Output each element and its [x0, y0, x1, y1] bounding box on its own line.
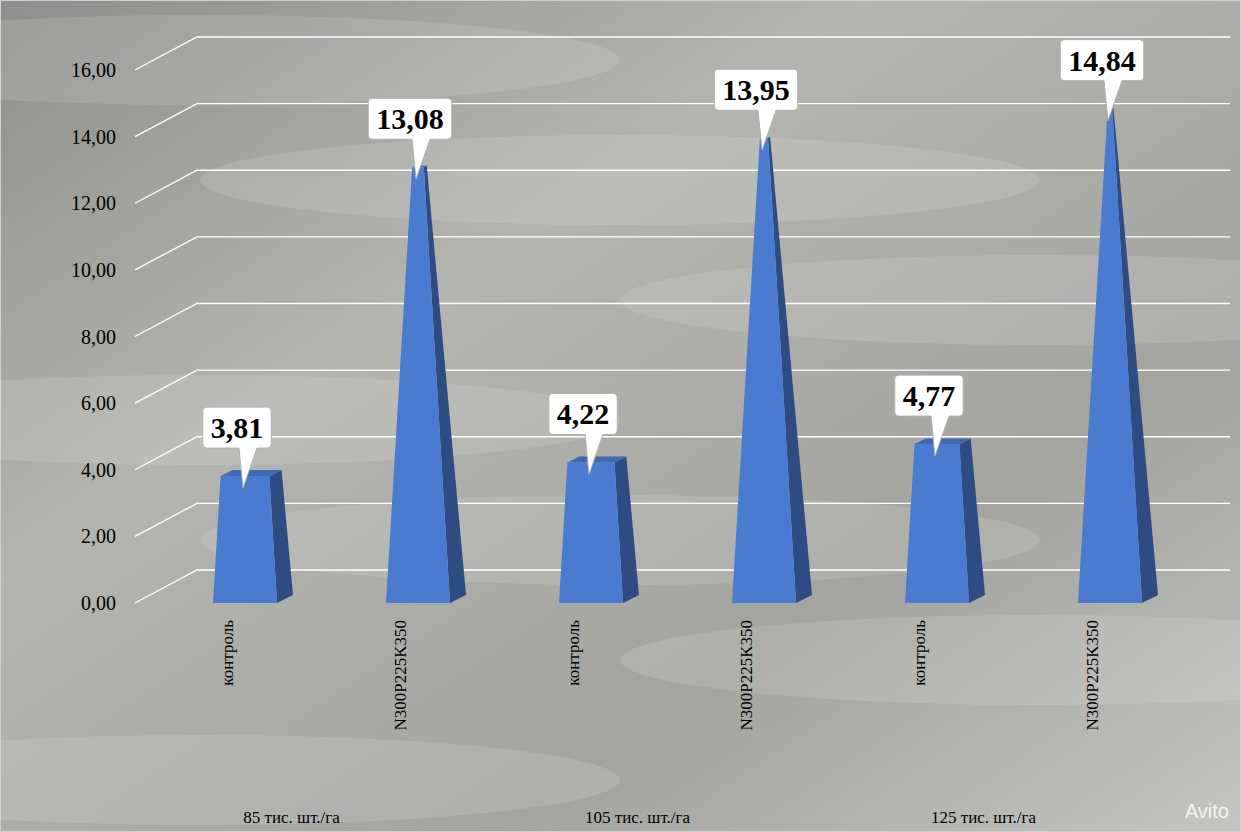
callout — [714, 69, 798, 150]
grid-line — [135, 370, 1230, 403]
bar — [905, 438, 985, 603]
group-label: 105 тис. шт./га — [585, 808, 691, 827]
grid-line — [135, 570, 1230, 603]
tick-label: 14,00 — [71, 126, 116, 148]
bar-front — [213, 476, 277, 603]
bar — [1078, 108, 1158, 603]
data-label: 4,77 — [903, 379, 956, 412]
group-label: 85 тис. шт./га — [243, 808, 340, 827]
category-label: N300P225K350 — [737, 620, 756, 731]
group-label: 125 тис. шт./га — [931, 808, 1037, 827]
tick-label: 8,00 — [81, 326, 116, 348]
grid-line — [135, 237, 1230, 270]
category-label: контроль — [564, 620, 583, 686]
data-label-group: 3,81 — [203, 407, 272, 488]
tick-label: 2,00 — [81, 525, 116, 547]
bar — [213, 470, 293, 603]
data-label: 13,95 — [722, 73, 790, 106]
grid-line — [135, 304, 1230, 337]
bar-top — [915, 438, 971, 444]
data-label-group: 4,22 — [549, 393, 618, 474]
data-label: 4,22 — [557, 397, 610, 430]
callout — [895, 375, 964, 456]
texture — [620, 255, 1241, 345]
bar-top — [221, 470, 282, 476]
bar-top — [567, 457, 626, 463]
texture — [0, 375, 620, 465]
category-label: контроль — [910, 620, 929, 686]
bar — [386, 166, 466, 603]
texture — [200, 135, 1040, 225]
grid-line — [135, 437, 1230, 470]
callout — [203, 407, 272, 488]
texture — [620, 615, 1241, 705]
bar — [559, 457, 639, 603]
bar-front — [559, 462, 623, 603]
category-label: контроль — [218, 620, 237, 686]
grid-line — [135, 104, 1230, 137]
data-label-group: 13,08 — [368, 98, 452, 179]
watermark: Avito — [1185, 800, 1229, 822]
tick-label: 4,00 — [81, 459, 116, 481]
data-label-group: 14,84 — [1060, 40, 1144, 121]
grid-line — [135, 503, 1230, 536]
grid-line — [135, 170, 1230, 203]
callout — [549, 393, 618, 474]
data-label-group: 4,77 — [895, 375, 964, 456]
bar — [732, 137, 812, 603]
chart: 0,00 2,00 4,00 6,00 8,00 10,00 12,00 14,00 16,00… — [0, 0, 1241, 832]
tick-label: 12,00 — [71, 192, 116, 214]
callout — [1060, 40, 1144, 121]
data-label-group: 13,95 — [714, 69, 798, 150]
texture — [0, 15, 620, 105]
data-label: 13,08 — [376, 102, 444, 135]
tick-label: 16,00 — [71, 59, 116, 81]
bar-front — [1078, 109, 1142, 603]
bars — [213, 108, 1158, 603]
callout — [368, 98, 452, 179]
bar-front — [386, 167, 450, 603]
category-label: N300P225K350 — [391, 620, 410, 731]
tick-label: 6,00 — [81, 392, 116, 414]
data-label: 14,84 — [1068, 44, 1136, 77]
tick-label: 0,00 — [81, 592, 116, 614]
category-label: N300P225K350 — [1083, 620, 1102, 731]
tick-label: 10,00 — [71, 259, 116, 281]
data-label: 3,81 — [211, 411, 264, 444]
bar-front — [905, 444, 969, 603]
bar-front — [732, 138, 796, 603]
